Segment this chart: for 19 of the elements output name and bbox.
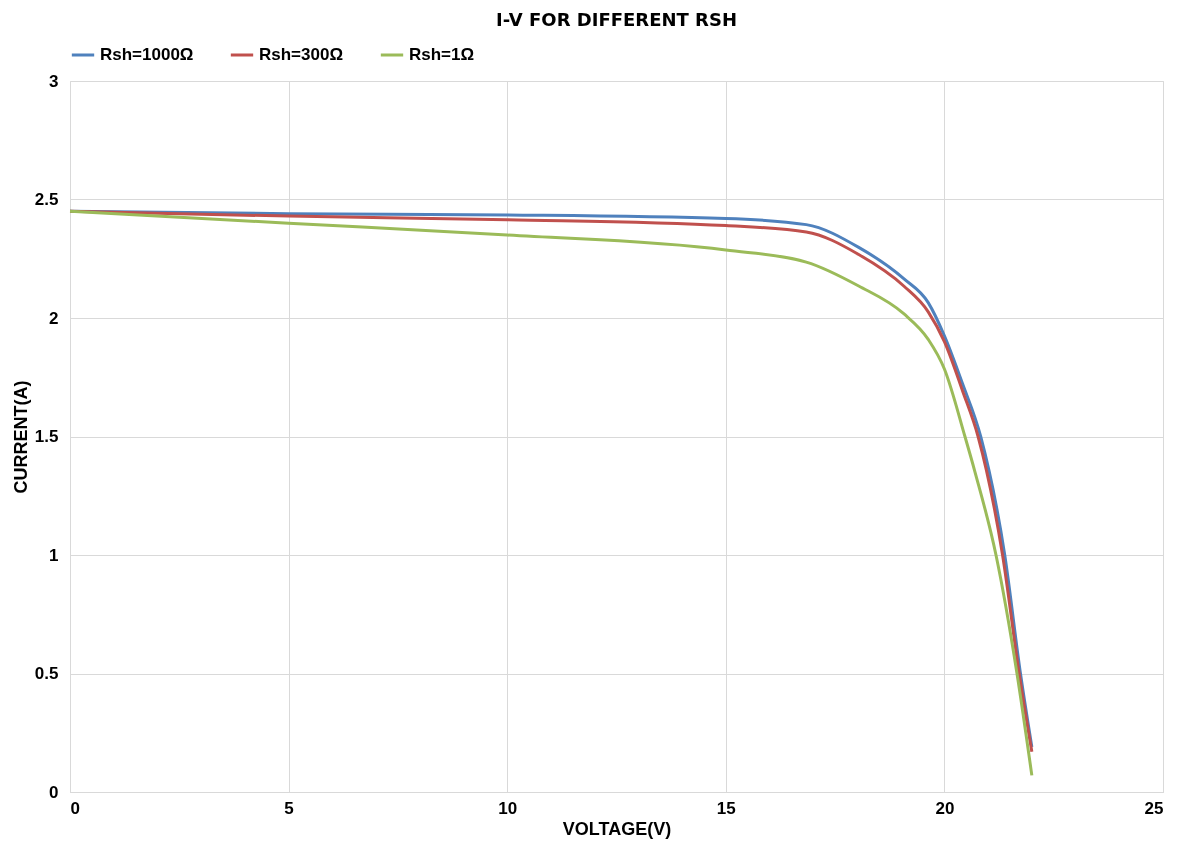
x-tick-label: 20 xyxy=(935,798,955,818)
y-axis-title: CURRENT(A) xyxy=(10,380,31,494)
chart-title: I-V FOR DIFFERENT RSH xyxy=(496,9,737,30)
legend-label: Rsh=1000Ω xyxy=(100,45,194,64)
y-tick-label: 0 xyxy=(49,782,59,802)
legend-label: Rsh=300Ω xyxy=(259,45,344,64)
y-tick-label: 2.5 xyxy=(34,190,59,209)
x-tick-label: 5 xyxy=(284,798,294,818)
x-tick-label: 0 xyxy=(70,798,80,818)
legend-label: Rsh=1Ω xyxy=(409,45,475,64)
x-tick-label: 25 xyxy=(1144,798,1164,818)
y-tick-label: 1 xyxy=(49,545,59,565)
x-tick-label: 10 xyxy=(498,798,518,818)
y-tick-label: 2 xyxy=(49,308,59,328)
y-tick-label: 1.5 xyxy=(34,427,59,446)
x-tick-label: 15 xyxy=(716,798,736,818)
y-tick-label: 3 xyxy=(49,71,59,91)
y-tick-label: 0.5 xyxy=(34,664,59,683)
x-axis-title: VOLTAGE(V) xyxy=(562,818,672,839)
